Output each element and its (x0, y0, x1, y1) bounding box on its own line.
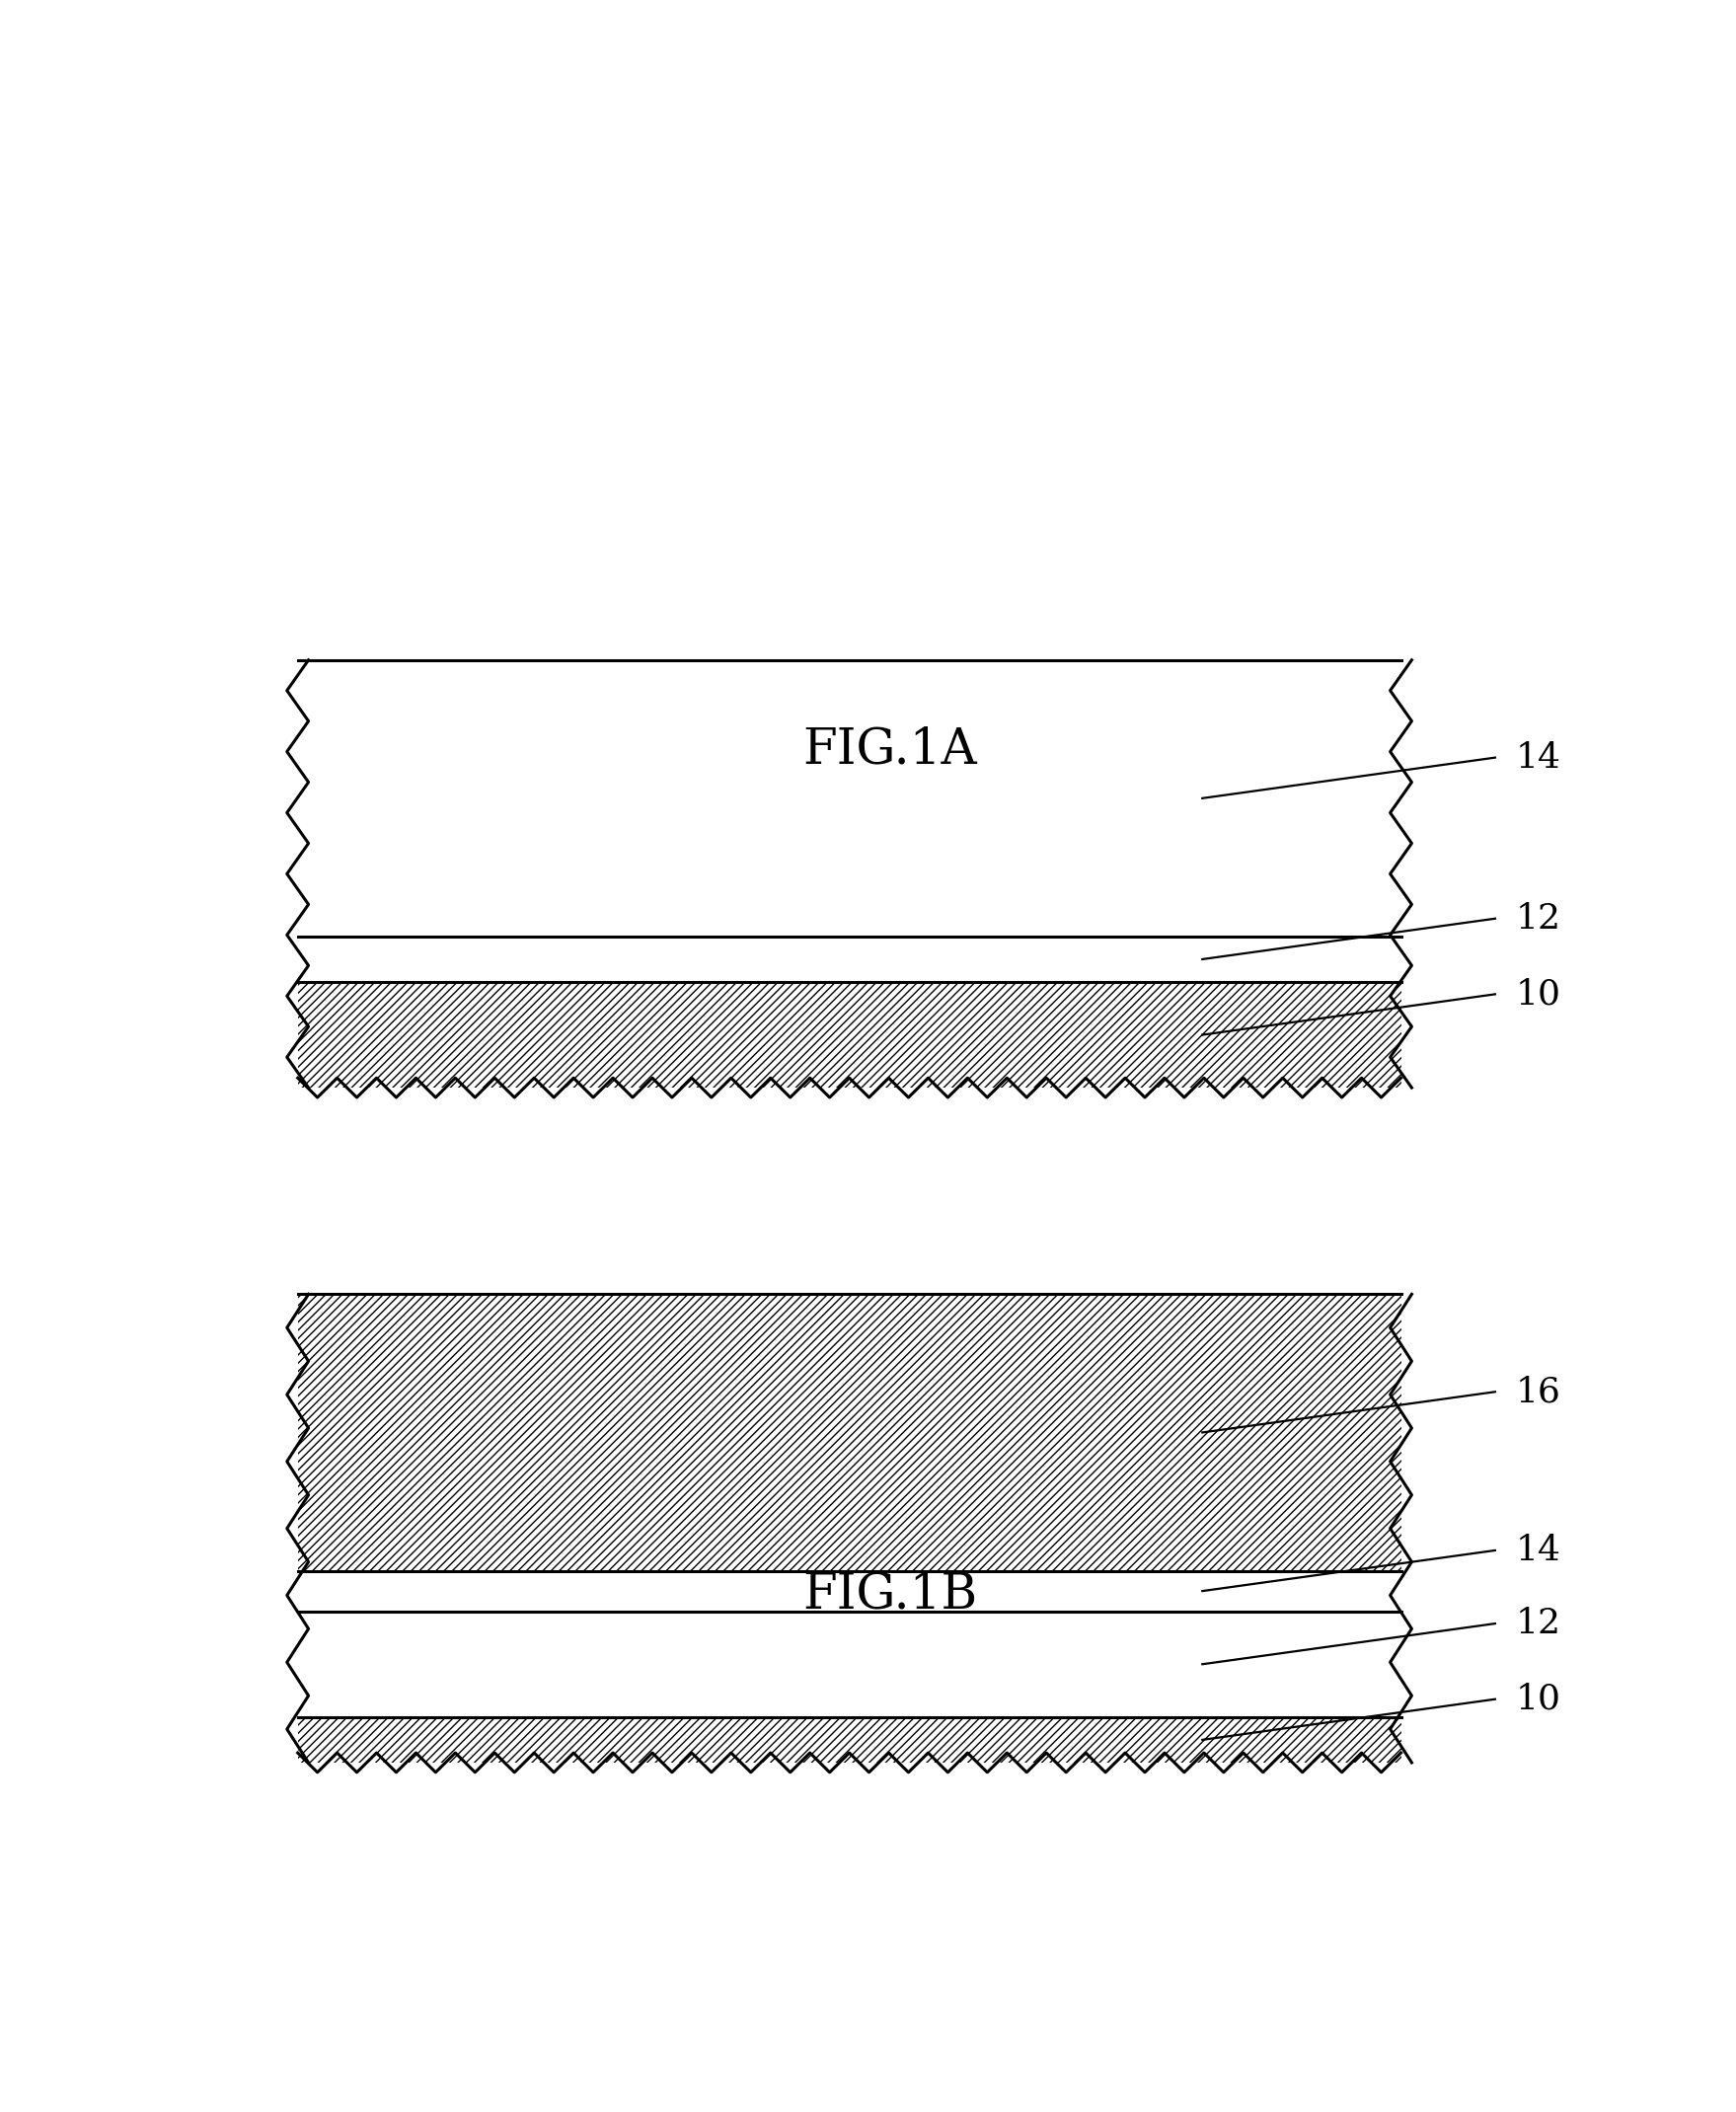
Text: FIG.1A: FIG.1A (802, 724, 977, 773)
Text: 16: 16 (1516, 1375, 1561, 1409)
Bar (299, 1611, 1401, 1717)
Text: 10: 10 (1516, 978, 1561, 1012)
Text: 12: 12 (1516, 902, 1561, 936)
Bar (299, 982, 1401, 1088)
Bar (299, 1295, 1401, 1571)
Text: FIG.1B: FIG.1B (802, 1571, 977, 1620)
Bar (299, 1571, 1401, 1611)
Text: 14: 14 (1516, 741, 1561, 775)
Bar (299, 659, 1401, 936)
Bar (299, 1717, 1401, 1764)
Bar (299, 936, 1401, 982)
Text: 10: 10 (1516, 1683, 1561, 1715)
Text: 14: 14 (1516, 1533, 1561, 1567)
Text: 12: 12 (1516, 1607, 1561, 1641)
